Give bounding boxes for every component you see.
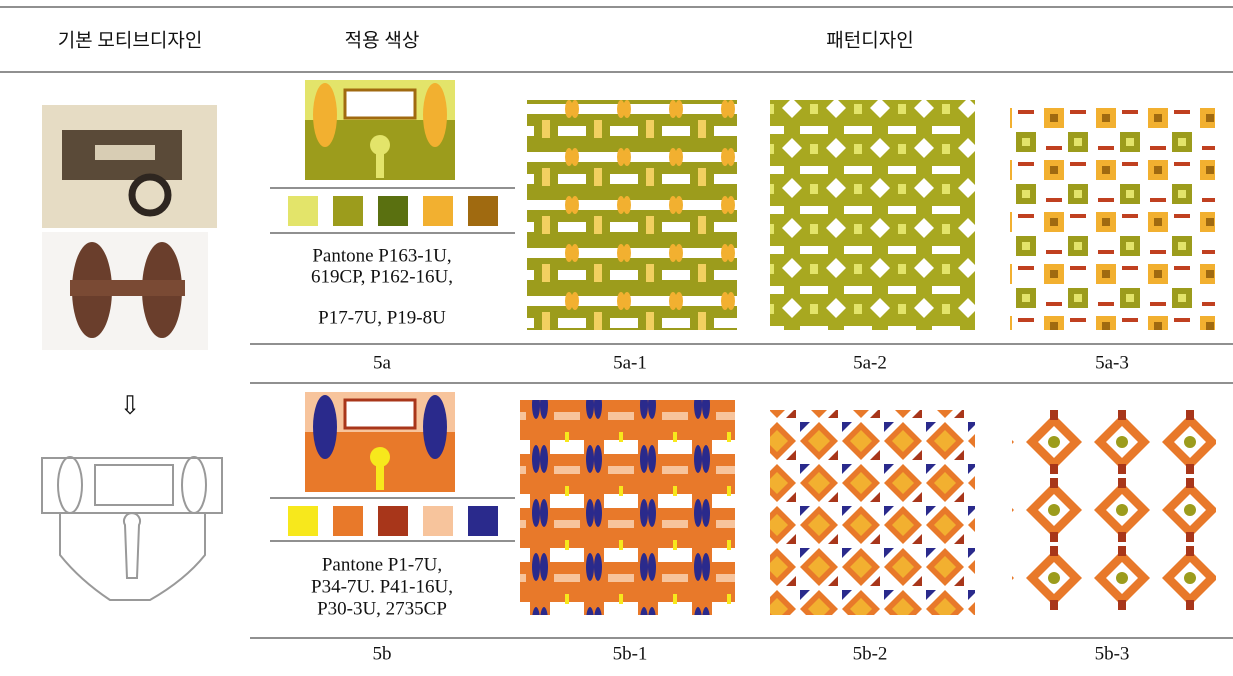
motif-color <box>305 392 455 492</box>
caption: 5b-2 <box>853 643 888 664</box>
color-text: Pantone P163-1U, <box>312 245 451 266</box>
header-cell: 패턴디자인 <box>826 29 913 51</box>
pattern-image <box>1010 100 1215 330</box>
pattern-image <box>520 400 735 615</box>
color-text: P30-3U, 2735CP <box>317 598 447 619</box>
pattern-image <box>1012 410 1216 614</box>
pattern-image <box>770 410 975 615</box>
arrow-icon: ⇩ <box>119 391 141 420</box>
color-swatches <box>288 196 498 226</box>
color-swatches <box>288 506 498 536</box>
color-text: 619CP, P162-16U, <box>311 266 453 287</box>
pattern-image <box>527 100 737 330</box>
caption: 5b-1 <box>613 643 648 664</box>
pattern-image <box>770 100 975 330</box>
header-cell: 적용 색상 <box>345 29 420 51</box>
header-cell: 기본 모티브디자인 <box>58 29 203 51</box>
color-text: P17-7U, P19-8U <box>318 307 446 328</box>
caption: 5a <box>373 352 392 373</box>
color-text: P34-7U. P41-16U, <box>311 576 453 597</box>
caption: 5a-3 <box>1095 352 1129 373</box>
motif-photo <box>42 232 208 350</box>
motif-color <box>305 80 455 180</box>
caption: 5a-1 <box>613 352 647 373</box>
color-text: Pantone P1-7U, <box>322 554 442 575</box>
motif-sketch <box>41 456 223 601</box>
caption: 5b-3 <box>1095 643 1130 664</box>
caption: 5b <box>373 643 392 664</box>
caption: 5a-2 <box>853 352 887 373</box>
motif-photo <box>42 105 217 228</box>
